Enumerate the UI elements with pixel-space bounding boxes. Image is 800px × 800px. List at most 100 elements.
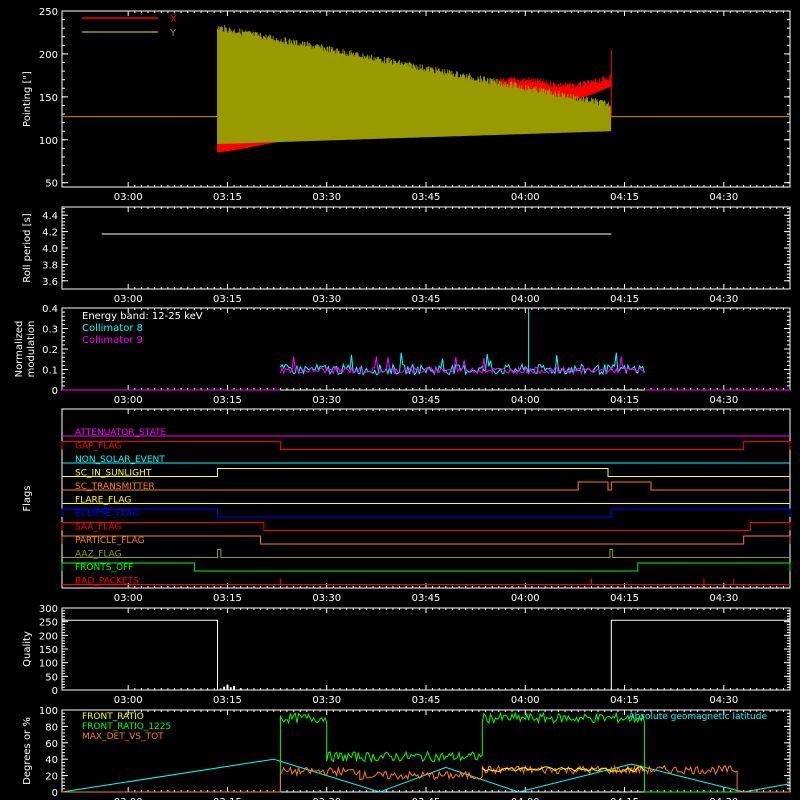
y-tick-label: 80	[45, 722, 58, 733]
x-tick-label: 03:30	[312, 395, 341, 406]
flag-label: SAA_FLAG	[75, 523, 121, 533]
x-tick-label: 03:45	[412, 192, 441, 203]
x-tick-label: 03:15	[213, 593, 242, 604]
y-tick-label: 250	[39, 618, 58, 629]
x-tick-label: 03:45	[412, 593, 441, 604]
x-tick-label: 04:00	[511, 695, 540, 706]
y-tick-label: 250	[39, 7, 58, 18]
x-tick-label: 03:45	[412, 395, 441, 406]
x-tick-label: 03:45	[412, 695, 441, 706]
flag-line	[61, 562, 791, 572]
y-axis-label: Quality	[22, 631, 33, 667]
y-tick-label: 100	[39, 136, 58, 147]
y-tick-label: 4.2	[42, 228, 58, 239]
y-tick-label: 50	[45, 179, 58, 190]
flag-label: GAP_FLAG	[75, 442, 121, 452]
flag-line	[62, 468, 790, 477]
flag-label: AAZ_FLAG	[75, 550, 122, 560]
flag-label: FLARE_FLAG	[75, 496, 131, 506]
y-axis-label: modulation	[26, 321, 37, 378]
series-band-Y	[217, 25, 612, 145]
x-tick-label: 04:00	[511, 294, 540, 305]
x-tick-label: 03:00	[114, 192, 143, 203]
geomagnetic-latitude-line	[61, 758, 791, 793]
x-tick-label: 03:00	[114, 294, 143, 305]
x-tick-label: 04:15	[610, 192, 639, 203]
x-tick-label: 04:15	[610, 797, 639, 800]
x-tick-label: 04:00	[511, 593, 540, 604]
latitude-annotation: Absolute geomagnetic latitude	[628, 712, 767, 722]
flag-line	[62, 481, 790, 491]
legend-label: MAX_DET_VS_TOT	[82, 732, 164, 742]
x-tick-label: 04:15	[610, 695, 639, 706]
legend-label: Collimator 8	[82, 323, 143, 334]
y-tick-label: 4.0	[42, 244, 58, 255]
y-axis-label: Flags	[22, 485, 33, 511]
y-tick-label: 0	[52, 686, 58, 697]
flag-line	[61, 441, 791, 450]
y-tick-label: 0.1	[42, 366, 58, 377]
x-tick-label: 04:15	[610, 294, 639, 305]
flag-label: FRONTS_OFF	[75, 563, 133, 573]
y-axis-label: Degrees or %	[22, 717, 33, 785]
energy-band-annotation: Energy band: 12-25 keV	[82, 311, 203, 322]
y-axis-label: Pointing ["]	[22, 71, 33, 127]
flag-label: BAD_PACKETS	[75, 577, 139, 587]
x-tick-label: 04:00	[511, 797, 540, 800]
x-tick-label: 04:15	[610, 395, 639, 406]
x-tick-label: 04:00	[511, 192, 540, 203]
x-tick-label: 04:30	[709, 593, 738, 604]
panel-roll: 03:00 03:15 03:30 03:45 04:00 04:15 04:30 Roll …	[22, 206, 791, 305]
x-tick-label: 04:30	[709, 395, 738, 406]
x-tick-label: 03:00	[114, 593, 143, 604]
y-axis-label: Roll period [s]	[22, 213, 33, 282]
x-tick-label: 03:30	[312, 695, 341, 706]
x-tick-label: 04:30	[709, 695, 738, 706]
flag-line	[61, 522, 791, 531]
flag-label: ECLIPSE_FLAG	[75, 509, 139, 519]
x-tick-label: 03:15	[213, 797, 242, 800]
front-ratio-line	[482, 766, 645, 773]
x-tick-label: 03:15	[213, 294, 242, 305]
quality-line	[62, 619, 790, 691]
x-tick-label: 03:30	[312, 593, 341, 604]
panel-flags: 03:00 03:15 03:30 03:45 04:00 04:15 04:30 Flags…	[22, 408, 791, 604]
flag-line	[62, 549, 790, 558]
flag-label: PARTICLE_FLAG	[75, 536, 145, 546]
flag-label: SC_TRANSMITTER	[75, 482, 155, 492]
x-tick-label: 04:15	[610, 593, 639, 604]
panel-quality: 03:00 03:15 03:30 03:45 04:00 04:15 04:30 Quali…	[22, 604, 791, 706]
flag-label: SC_IN_SUNLIGHT	[75, 469, 152, 479]
legend-label: Collimator 9	[82, 335, 143, 346]
legend-label: FRONT_RATIO_1225	[82, 722, 171, 732]
panel-pointing: 03:00 03:15 03:30 03:45 04:00 04:15 04:30 Point…	[22, 7, 791, 203]
x-tick-label: 04:30	[709, 192, 738, 203]
flag-line	[61, 535, 791, 545]
x-tick-label: 03:00	[114, 395, 143, 406]
x-tick-label: 04:30	[709, 294, 738, 305]
y-tick-label: 300	[39, 604, 58, 615]
y-tick-label: 60	[45, 739, 58, 750]
y-tick-label: 0.2	[42, 345, 58, 356]
x-tick-label: 03:15	[213, 395, 242, 406]
x-tick-label: 03:30	[312, 192, 341, 203]
x-tick-label: 04:00	[511, 395, 540, 406]
y-tick-label: 200	[39, 631, 58, 642]
panel-ratios: 03:00 03:15 03:30 03:45 04:00 04:15 04:30 Degre…	[22, 706, 791, 800]
ratio-series-2	[62, 764, 790, 793]
y-tick-label: 0	[52, 788, 58, 799]
x-tick-label: 03:00	[114, 695, 143, 706]
y-tick-label: 0.4	[42, 304, 58, 315]
x-tick-label: 03:15	[213, 192, 242, 203]
legend-label: FRONT_RATIO	[82, 712, 144, 722]
flag-label: ATTENUATOR_STATE	[75, 428, 167, 438]
y-tick-label: 4.4	[42, 211, 58, 222]
y-tick-label: 3.6	[42, 277, 58, 288]
y-tick-label: 150	[39, 93, 58, 104]
y-tick-label: 100	[39, 659, 58, 670]
y-tick-label: 40	[45, 755, 58, 766]
y-tick-label: 0	[52, 386, 58, 397]
y-tick-label: 100	[39, 706, 58, 717]
y-tick-label: 0.3	[42, 325, 58, 336]
